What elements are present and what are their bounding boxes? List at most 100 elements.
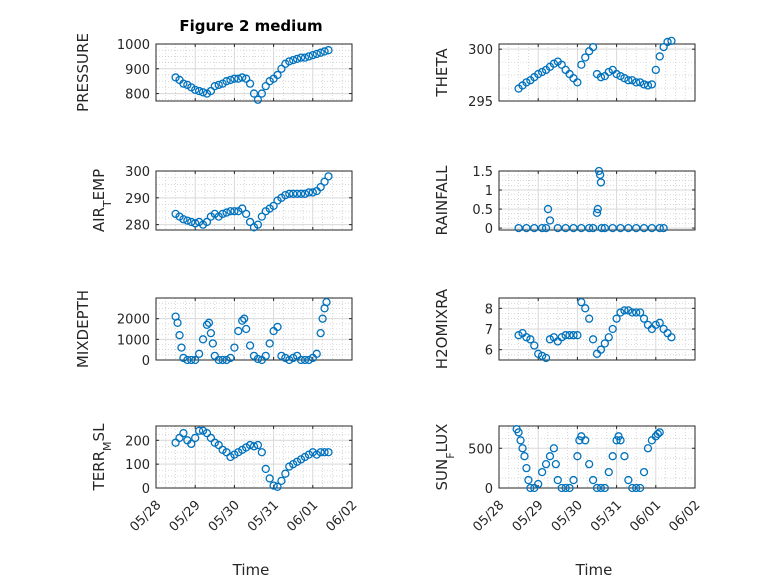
data-point [194,426,204,435]
data-point [257,448,266,457]
data-series [171,46,333,104]
y-tick-label: 1.5 [472,165,493,180]
x-axis-label-right: Time [575,561,613,579]
data-point [304,188,314,197]
data-point [565,331,574,340]
data-point [647,80,657,89]
data-point [312,49,321,59]
data-point [569,475,578,485]
data-point [614,432,623,441]
subplot-theta: 295 300 THETA [433,36,696,110]
data-point [245,217,255,227]
data-point [545,452,555,461]
data-point [218,355,227,365]
data-point [245,440,255,450]
data-point [222,355,231,365]
data-point [269,201,278,211]
data-point [285,189,294,198]
data-point [588,42,598,52]
data-point [277,476,286,485]
data-point [230,207,239,216]
data-point [643,444,653,453]
data-point [204,318,214,327]
data-point [300,189,310,198]
data-point [632,483,641,493]
data-series [171,426,333,491]
data-point [639,467,649,477]
x-tick-label: 05/30 [206,498,243,535]
data-point [179,429,188,438]
y-tick-label: 290 [125,192,150,207]
x-tick-label: 06/01 [284,498,321,535]
data-point [604,333,613,342]
data-point [234,326,243,336]
data-point [635,308,645,317]
data-point [639,223,649,233]
data-point [628,76,637,85]
data-point [557,483,566,493]
data-point [230,343,239,352]
data-point [253,220,263,229]
data-point [537,467,547,477]
data-point [273,482,282,491]
data-point [585,223,594,233]
data-point [281,190,290,200]
data-series [514,297,676,363]
data-point [320,177,329,186]
data-point [194,349,204,358]
data-series [512,425,664,493]
data-point [600,223,609,233]
data-point [577,60,586,69]
data-point [575,436,584,445]
data-point [553,223,562,233]
data-point [179,79,188,88]
data-point [530,223,539,233]
y-tick-label: 8 [485,302,493,317]
data-point [655,223,664,233]
data-point [632,78,641,87]
data-point [253,354,263,364]
figure-title: Figure 2 medium [179,17,322,35]
data-point [592,208,602,218]
data-point [588,335,598,344]
data-point [639,80,649,89]
data-point [616,436,625,445]
data-point [592,349,602,358]
data-point [226,207,235,216]
data-point [577,297,586,307]
data-point [635,78,645,87]
data-point [316,48,325,57]
data-point [537,67,547,77]
data-point [253,95,263,104]
y-tick-label: 300 [125,165,150,180]
data-point [604,67,613,77]
data-point [222,77,231,86]
data-point [624,475,633,485]
y-tick-label: 0 [142,354,150,369]
data-point [316,182,325,192]
y-tick-label: 0 [142,482,150,497]
y-tick-label: 0 [485,482,493,497]
data-point [588,223,598,233]
data-point [526,335,535,344]
data-point [191,355,200,365]
data-point [573,78,582,87]
data-point [569,223,578,233]
data-point [226,353,235,363]
data-point [257,212,266,221]
data-point [187,439,196,449]
data-point [514,428,523,437]
data-point [277,64,286,73]
y-tick-label: 500 [468,442,493,457]
data-point [620,74,629,83]
data-point [561,483,570,493]
y-tick-label: 300 [468,43,493,58]
data-point [608,452,617,461]
data-point [273,70,282,80]
data-point [292,54,302,64]
data-point [177,343,186,352]
data-point [561,331,570,340]
data-point [210,81,219,91]
data-point [522,223,531,233]
x-tick-label: 05/29 [510,498,547,535]
